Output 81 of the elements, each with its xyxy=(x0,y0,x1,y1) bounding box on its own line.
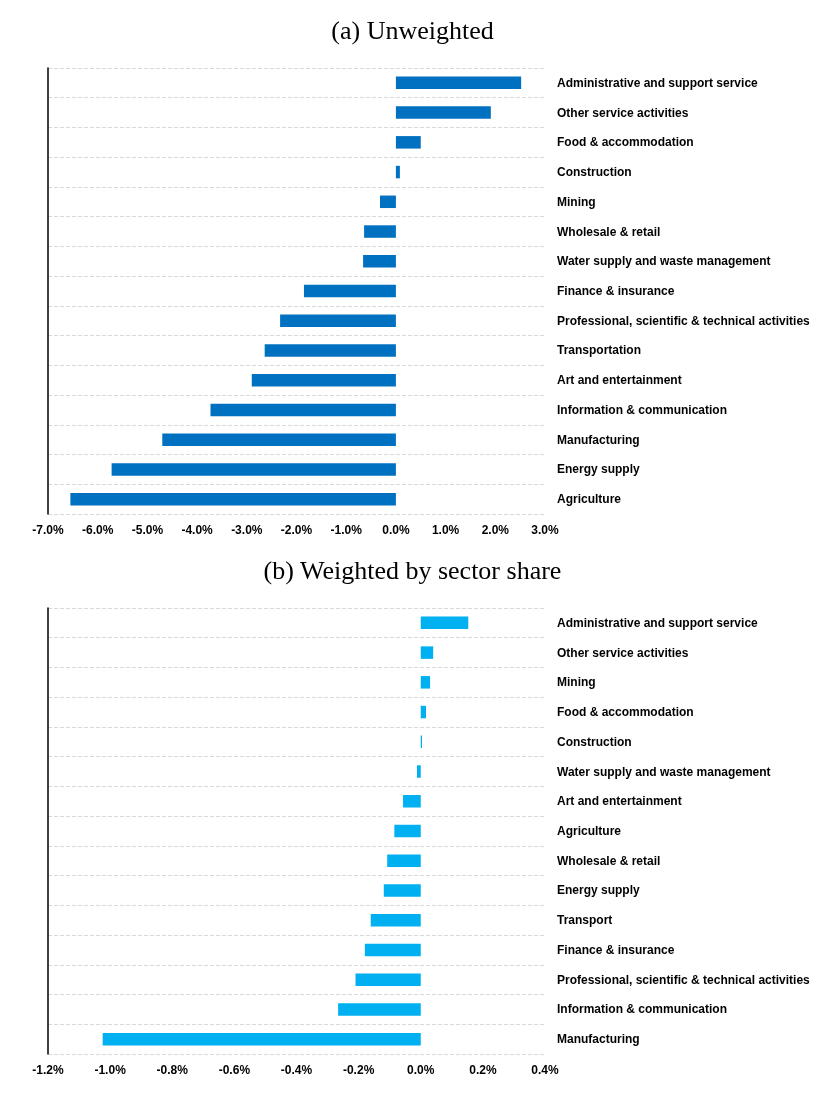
bar xyxy=(420,676,431,689)
bar xyxy=(338,1003,421,1016)
bar xyxy=(420,705,427,719)
y-tick-label: Agriculture xyxy=(557,492,622,507)
y-tick-label: Water supply and waste management xyxy=(557,764,771,779)
bar xyxy=(102,1032,421,1046)
y-tick-label: Finance & insurance xyxy=(557,942,675,957)
x-tick-label: -4.0% xyxy=(181,523,214,537)
chart-title: (a) Unweighted xyxy=(331,15,494,45)
bar xyxy=(420,646,434,659)
y-tick-label: Mining xyxy=(557,194,596,209)
y-tick-label: Professional, scientific & technical activities xyxy=(557,972,811,987)
y-tick-label: Construction xyxy=(557,734,632,749)
x-tick-label: -0.4% xyxy=(280,1063,313,1077)
bar xyxy=(70,492,396,506)
x-tick-label: -5.0% xyxy=(131,523,164,537)
bar xyxy=(280,314,396,327)
bar xyxy=(394,824,421,838)
bar xyxy=(111,463,396,476)
bar xyxy=(210,403,396,417)
y-tick-label: Information & communication xyxy=(557,1002,728,1017)
x-tick-label: -1.0% xyxy=(94,1063,127,1077)
bar xyxy=(417,765,421,778)
y-tick-label: Energy supply xyxy=(557,883,641,898)
bar xyxy=(387,854,421,867)
bar xyxy=(403,795,421,808)
y-tick-label: Information & communication xyxy=(557,402,728,417)
x-tick-label: -0.6% xyxy=(218,1063,251,1077)
bar xyxy=(363,255,396,268)
y-tick-label: Transport xyxy=(557,913,613,928)
bar xyxy=(383,884,421,897)
x-tick-label: -0.8% xyxy=(156,1063,189,1077)
bar xyxy=(364,943,421,957)
bar xyxy=(395,106,491,119)
bar xyxy=(303,284,396,298)
bar xyxy=(264,344,396,357)
x-tick-label: 3.0% xyxy=(531,523,559,537)
y-tick-label: Administrative and support service xyxy=(557,75,759,90)
x-tick-label: -6.0% xyxy=(82,523,114,537)
x-tick-label: -1.0% xyxy=(330,523,363,537)
bar xyxy=(380,195,396,209)
bar xyxy=(162,433,396,446)
y-tick-label: Mining xyxy=(557,675,596,690)
bar xyxy=(370,913,421,927)
y-tick-label: Art and entertainment xyxy=(557,794,682,809)
y-tick-label: Professional, scientific & technical activities xyxy=(557,313,811,328)
y-tick-label: Wholesale & retail xyxy=(557,853,661,868)
x-tick-label: -0.2% xyxy=(342,1063,375,1077)
x-tick-label: -1.2% xyxy=(32,1063,64,1077)
x-tick-label: -2.0% xyxy=(280,523,313,537)
bar xyxy=(395,76,522,90)
bar xyxy=(251,373,396,387)
x-tick-label: -3.0% xyxy=(231,523,263,537)
bar xyxy=(364,225,396,238)
y-tick-label: Art and entertainment xyxy=(557,373,682,388)
y-tick-label: Administrative and support service xyxy=(557,615,759,630)
y-tick-label: Wholesale & retail xyxy=(557,224,661,239)
bar xyxy=(355,973,421,986)
y-tick-label: Energy supply xyxy=(557,462,641,477)
x-tick-label: -7.0% xyxy=(32,523,64,537)
y-tick-label: Construction xyxy=(557,165,632,180)
y-tick-label: Food & accommodation xyxy=(557,705,694,720)
x-tick-label: 0.0% xyxy=(407,1063,435,1077)
y-tick-label: Manufacturing xyxy=(557,1032,640,1047)
x-tick-label: 2.0% xyxy=(481,523,510,537)
y-tick-label: Agriculture xyxy=(557,824,622,838)
x-tick-label: 0.0% xyxy=(382,523,410,537)
bar xyxy=(395,165,400,179)
x-tick-label: 0.2% xyxy=(469,1063,497,1077)
y-tick-label: Transportation xyxy=(557,343,642,358)
bar xyxy=(395,136,421,149)
y-tick-label: Water supply and waste management xyxy=(557,254,771,269)
y-tick-label: Other service activities xyxy=(557,645,689,660)
x-tick-label: 1.0% xyxy=(431,523,460,537)
bar xyxy=(420,616,469,630)
y-tick-label: Other service activities xyxy=(557,105,689,120)
chart-title: (b) Weighted by sector share xyxy=(263,555,562,585)
x-tick-label: 0.4% xyxy=(531,1063,559,1077)
y-tick-label: Manufacturing xyxy=(557,432,640,447)
y-tick-label: Finance & insurance xyxy=(557,284,675,298)
y-tick-label: Food & accommodation xyxy=(557,135,694,150)
